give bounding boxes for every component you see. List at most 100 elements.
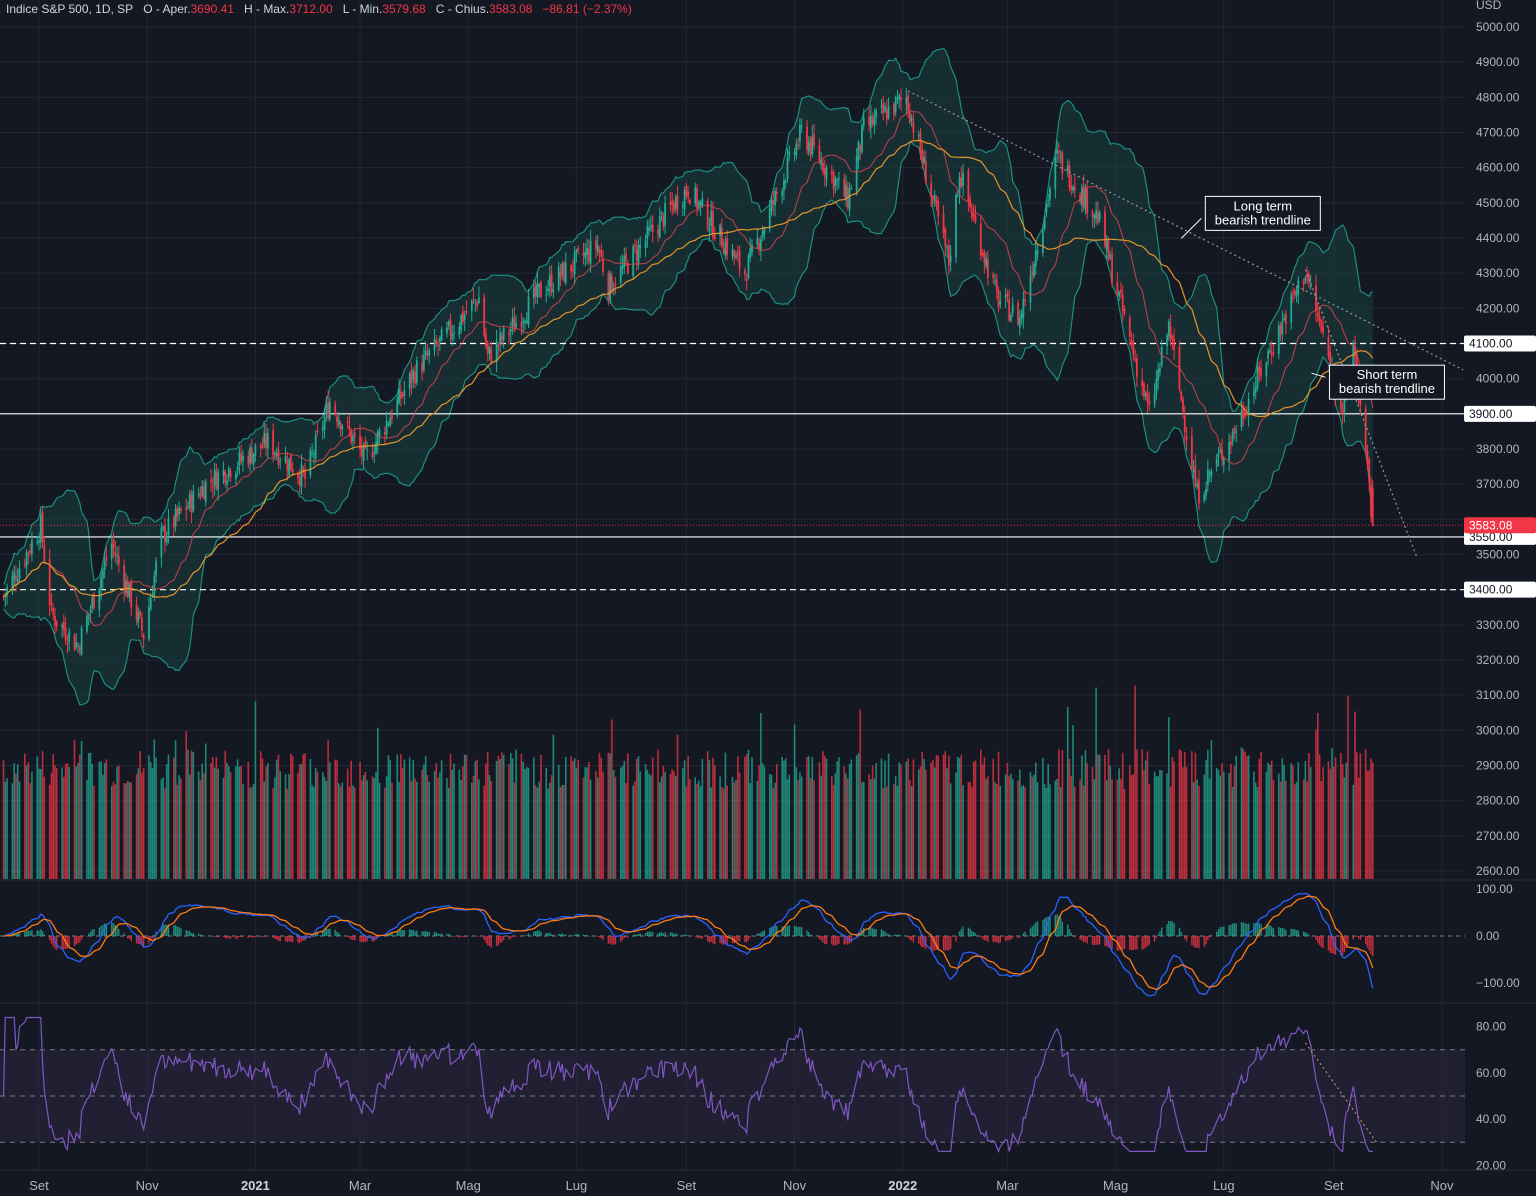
candle-body [586,247,588,256]
macd-histogram-bar [797,927,799,936]
volume-bar [818,762,821,879]
candle-body [421,362,424,373]
macd-histogram-bar [811,935,814,936]
candle-body [621,265,624,269]
macd-histogram-bar [992,936,994,943]
volume-bar [572,760,574,879]
candle-body [311,452,314,454]
volume-bar [857,753,860,879]
volume-bar [761,763,764,879]
macd-histogram-bar [495,936,498,946]
volume-bar [669,773,672,879]
candle-body [548,276,551,287]
volume-bar [1153,771,1156,879]
volume-bar [689,779,691,879]
volume-bar [1244,751,1246,879]
candle-body [1169,325,1172,341]
candle-body [39,515,42,543]
macd-histogram-bar [1086,936,1088,944]
macd-histogram-bar [708,936,711,943]
candle-body [117,555,120,565]
candle-body [55,621,58,627]
candle-body [1098,212,1101,220]
volume-bar [893,784,895,879]
volume-bar [16,764,19,879]
bollinger-lower [3,141,1374,706]
macd-histogram-bar [311,936,313,937]
volume-bar [632,785,634,879]
macd-histogram-bar [465,936,468,937]
candle-body [1033,263,1035,277]
time-tick-label: 2022 [888,1178,917,1193]
candle-body [470,300,473,312]
candle-body [967,170,970,202]
candle-body [1121,294,1124,312]
macd-histogram-bar [1010,936,1012,940]
volume-bar [375,771,377,879]
volume-bar [955,772,957,879]
volume-bar [1295,781,1298,879]
volume-bar [884,760,886,879]
volume-bar [428,781,431,879]
candle-body [176,508,179,517]
volume-bar [227,766,230,879]
macd-histogram-bar [426,931,429,936]
macd-histogram-bar [483,936,485,940]
macd-histogram-bar [93,929,95,936]
candle-body [462,311,464,322]
candle-body [1205,489,1207,496]
candle-body [458,326,461,336]
macd-histogram-bar [639,933,641,936]
volume-bar [749,783,752,879]
candle-body [43,544,46,562]
volume-bar [488,774,491,879]
candle-body [389,418,392,426]
candle-body [587,248,590,262]
candle-body [1093,215,1096,219]
macd-histogram-bar [499,936,501,944]
macd-histogram-bar [781,926,783,936]
candle-body [1118,291,1121,297]
volume-bar [410,781,413,879]
volume-bar [204,743,207,879]
volume-bar [279,771,282,879]
macd-histogram-bar [1043,918,1046,936]
candle-body [532,287,535,299]
volume-bar [932,759,934,879]
volume-bar [1104,754,1106,879]
candle-body [180,508,182,511]
candle-body [992,274,995,278]
volume-bar [1123,788,1126,879]
volume-bar [838,757,840,879]
macd-histogram-bar [660,932,663,936]
candle-body [944,228,947,247]
macd-histogram-bar [440,933,443,936]
instrument-name[interactable]: Indice S&P 500, 1D, SP [6,2,134,16]
candle-body [955,194,957,258]
volume-bar [933,767,936,879]
volume-bar [1242,749,1245,879]
volume-bar [962,785,964,879]
volume-bar [201,763,203,879]
low-value: 3579.68 [382,2,426,16]
macd-histogram-bar [1067,924,1069,936]
macd-histogram-bar [538,930,540,936]
volume-bar [834,773,837,879]
candle-body [1343,389,1346,412]
macd-histogram-bar [1121,936,1124,950]
volume-bar [557,764,560,879]
candle-body [1233,428,1236,433]
volume-bar [275,759,278,879]
volume-bar [1283,764,1285,879]
volume-bar [1019,769,1021,879]
candle-body [403,390,406,397]
volume-bar [848,763,851,879]
volume-bar [756,780,759,879]
volume-bar [1302,779,1305,879]
macd-histogram-bar [1309,936,1312,937]
volume-bar [1322,767,1324,879]
candle-body [1109,255,1112,258]
volume-bar [364,771,367,879]
macd-histogram-bar [1240,922,1243,936]
